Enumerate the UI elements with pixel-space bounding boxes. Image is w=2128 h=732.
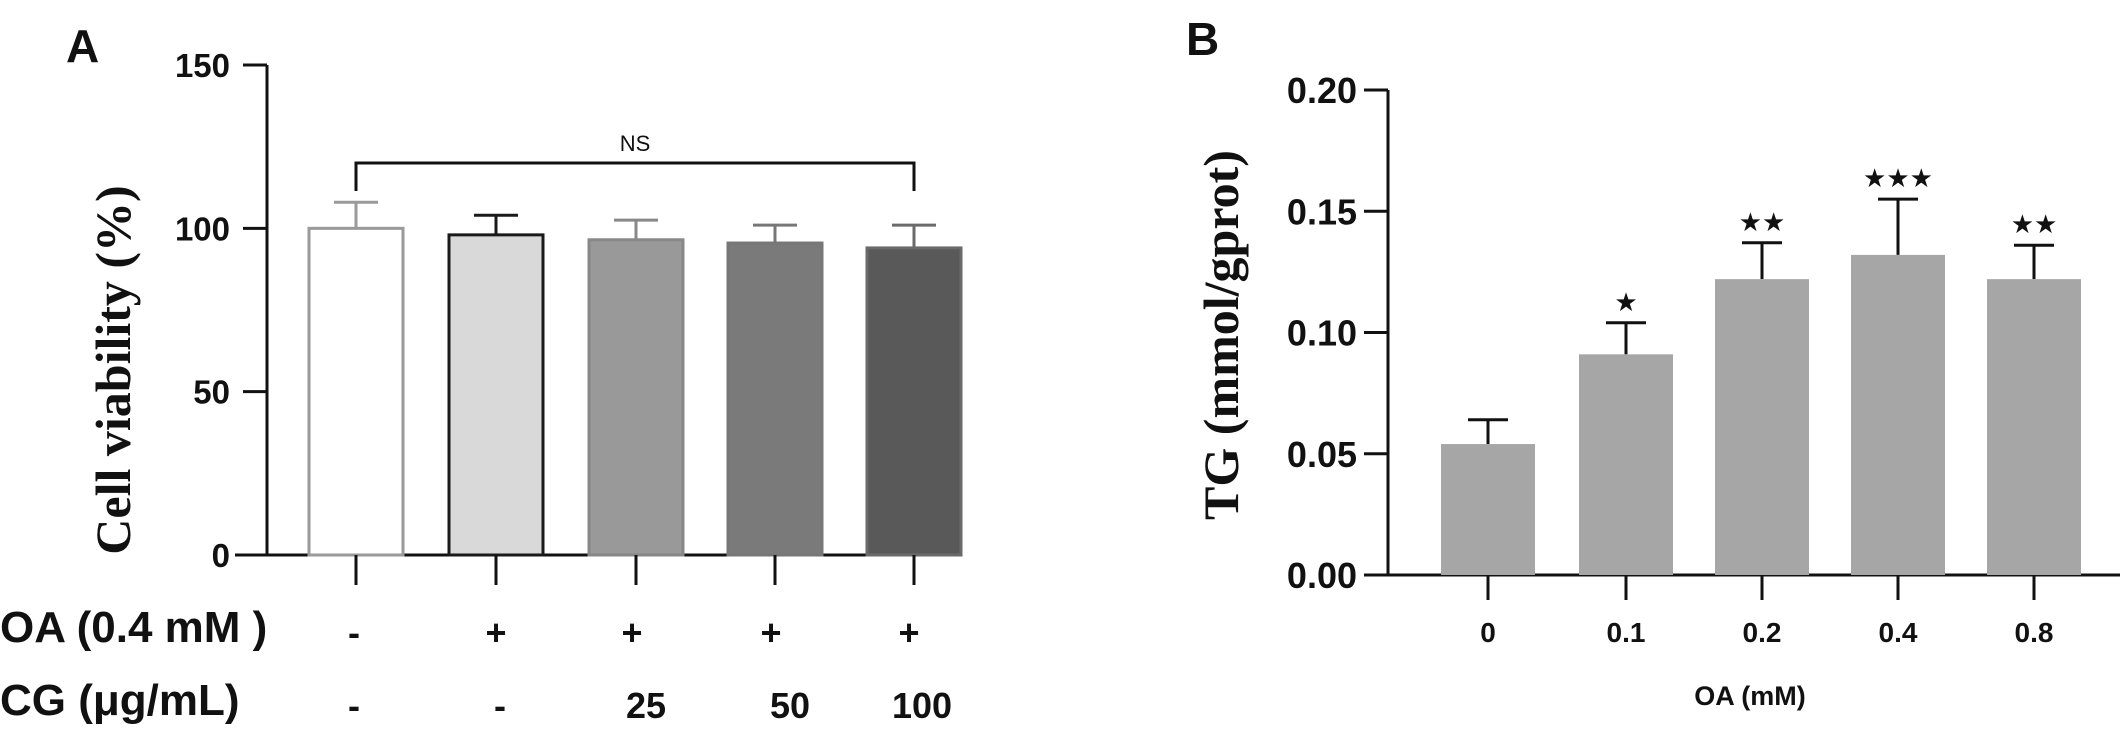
bar — [587, 238, 685, 557]
significance-stars: ★★ — [1739, 208, 1786, 238]
x-tick-label: 0.8 — [2015, 617, 2054, 648]
condition-value: + — [760, 612, 781, 653]
chart-b-x-label: OA (mM) — [1694, 681, 1805, 711]
cg-row-label: CG (μg/mL) — [0, 676, 240, 725]
x-tick-label: 0.2 — [1743, 617, 1782, 648]
panel-label-a: A — [66, 20, 99, 72]
y-tick-label: 0.15 — [1287, 191, 1357, 232]
condition-values: - + + + + - - 25 50 100 — [348, 612, 952, 726]
x-tick-label: 0.4 — [1879, 617, 1918, 648]
condition-value: - — [494, 685, 506, 726]
chart-a-y-ticks: 0 50 100 150 — [175, 47, 267, 574]
ns-bracket-line — [354, 161, 916, 191]
chart-b-y-ticks: 0.00 0.05 0.10 0.15 0.20 — [1287, 70, 1388, 596]
y-tick-label: 50 — [193, 374, 230, 411]
condition-value: + — [485, 612, 506, 653]
condition-value: + — [621, 612, 642, 653]
y-tick-label: 150 — [175, 47, 230, 84]
y-tick-label: 0.10 — [1287, 313, 1357, 354]
chart-a-bars — [307, 200, 963, 557]
bar — [1715, 279, 1809, 575]
ns-label: NS — [620, 131, 651, 156]
bar — [1441, 444, 1535, 575]
condition-table: OA (0.4 mM ) CG (μg/mL) - + + + + - - 25 50 100 — [0, 603, 952, 726]
x-tick-label: 0.1 — [1607, 617, 1646, 648]
condition-value: 50 — [770, 685, 810, 726]
chart-a-y-label: Cell viability (%) — [85, 185, 141, 554]
condition-value: 25 — [626, 685, 666, 726]
chart-b-x-ticks: 0 0.1 0.2 0.4 0.8 — [1480, 575, 2053, 648]
bar — [865, 246, 963, 557]
chart-a: A 0 50 100 150 Cell viability (%) NS OA (0.… — [0, 20, 963, 726]
oa-row-label: OA (0.4 mM ) — [0, 603, 267, 652]
chart-b-bars: ★★★★★★★★ — [1441, 164, 2081, 575]
ns-bracket: NS — [354, 131, 916, 191]
y-tick-label: 0.05 — [1287, 434, 1357, 475]
bar — [307, 226, 405, 557]
x-tick-label: 0 — [1480, 617, 1496, 648]
bar — [1579, 354, 1673, 575]
bar — [1987, 279, 2081, 575]
condition-value: 100 — [892, 685, 952, 726]
bar — [726, 241, 824, 557]
bar — [1851, 254, 1945, 575]
chart-a-x-ticks — [354, 555, 916, 585]
y-tick-label: 0.20 — [1287, 70, 1357, 111]
chart-b-y-label: TG (mmol/gprot) — [1193, 150, 1249, 520]
y-tick-label: 100 — [175, 210, 230, 247]
bar — [447, 233, 545, 557]
significance-stars: ★★ — [2011, 210, 2058, 240]
condition-value: + — [898, 612, 919, 653]
significance-stars: ★★★ — [1863, 164, 1933, 194]
chart-b: B 0.000.050.100.150.20 TG (mmol/gprot) ★… — [1186, 13, 2120, 711]
panel-label-b: B — [1186, 13, 1219, 65]
condition-value: - — [348, 612, 360, 653]
significance-stars: ★ — [1614, 288, 1637, 318]
y-tick-label: 0.00 — [1287, 555, 1357, 596]
condition-value: - — [348, 685, 360, 726]
y-tick-label: 0 — [212, 537, 230, 574]
